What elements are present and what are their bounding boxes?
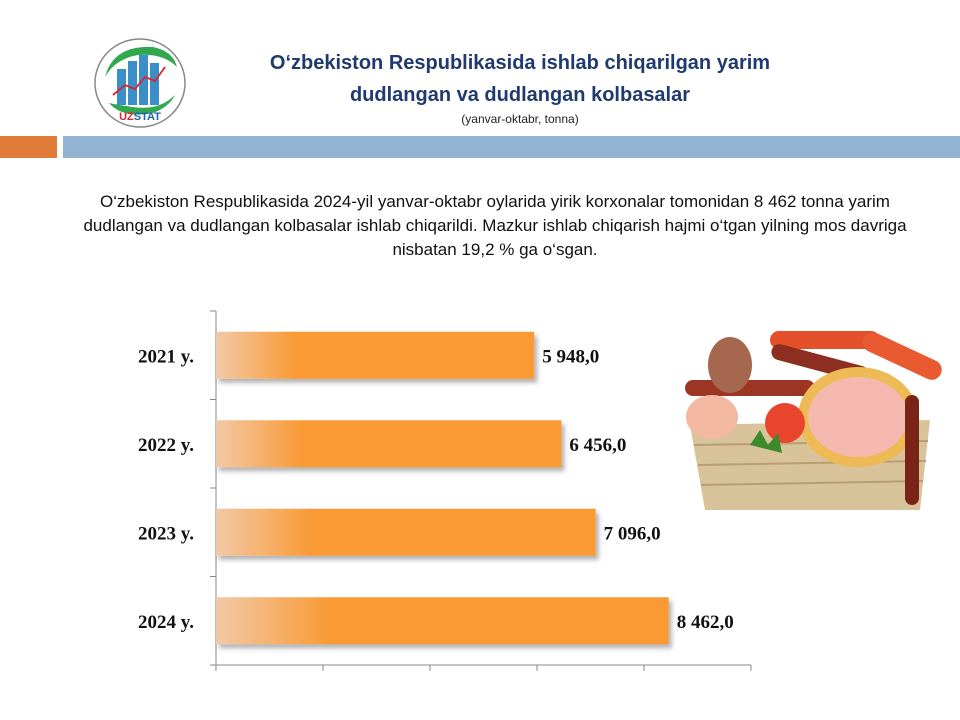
category-label: 2022 y. bbox=[138, 435, 194, 456]
bar-2024-y bbox=[216, 597, 669, 645]
page-title-line1: O‘zbekiston Respublikasida ishlab chiqar… bbox=[269, 52, 771, 74]
bar-2023-y bbox=[216, 508, 596, 556]
page-subtitle: (yanvar-oktabr, tonna) bbox=[461, 112, 579, 126]
accent-bar-blue bbox=[63, 136, 960, 158]
category-label: 2023 y. bbox=[138, 523, 194, 544]
svg-text:UZSTAT: UZSTAT bbox=[119, 111, 161, 123]
bar-2022-y bbox=[216, 420, 562, 468]
data-label: 6 456,0 bbox=[569, 435, 626, 456]
bar-2021-y bbox=[216, 331, 535, 379]
sausage-basket-image bbox=[680, 325, 948, 513]
data-label: 8 462,0 bbox=[677, 612, 734, 633]
category-label: 2021 y. bbox=[138, 346, 194, 367]
category-label: 2024 y. bbox=[138, 612, 194, 633]
page-title-line2: dudlangan va dudlangan kolbasalar bbox=[349, 84, 691, 106]
data-label: 5 948,0 bbox=[542, 346, 599, 367]
summary-paragraph: O‘zbekiston Respublikasida 2024-yil yanv… bbox=[83, 192, 907, 259]
data-label: 7 096,0 bbox=[604, 523, 661, 544]
uzstat-logo: UZSTAT bbox=[94, 38, 186, 128]
accent-bar-orange bbox=[0, 136, 57, 158]
